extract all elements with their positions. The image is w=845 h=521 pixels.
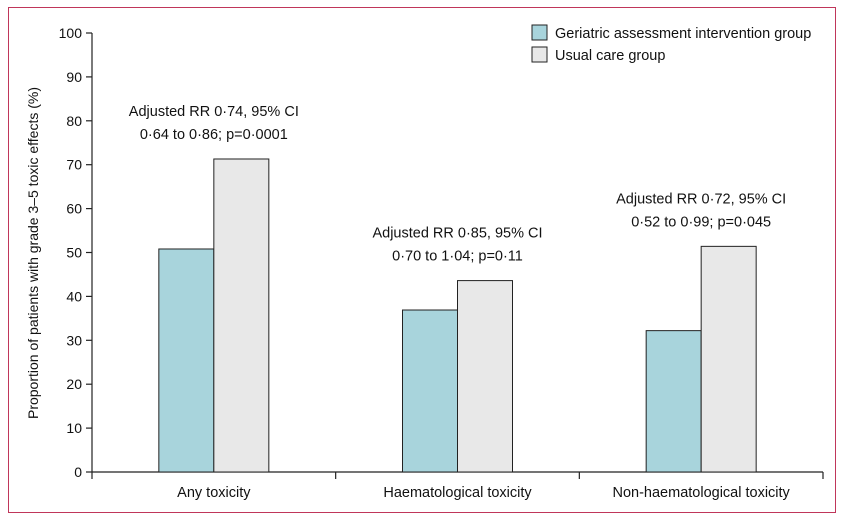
annotation-line1: Adjusted RR 0·72, 95% CI <box>616 191 786 207</box>
y-axis: 0 10 20 30 40 50 60 70 80 90 100 <box>59 25 93 480</box>
bars <box>158 158 757 473</box>
legend-label: Geriatric assessment intervention group <box>555 26 811 42</box>
annotations: Adjusted RR 0·74, 95% CI 0·64 to 0·86; p=… <box>129 104 786 265</box>
y-tick-label: 10 <box>66 420 82 436</box>
y-tick-label: 60 <box>66 201 82 217</box>
legend: Geriatric assessment intervention group U… <box>531 24 811 64</box>
chart-frame <box>8 7 836 513</box>
y-tick-label: 90 <box>66 69 82 85</box>
bar-usual-care <box>457 280 513 473</box>
y-tick-label: 50 <box>66 245 82 261</box>
x-axis: Any toxicity Haematological toxicity Non-h… <box>91 471 824 501</box>
y-tick-label: 20 <box>66 376 82 392</box>
annotation-line1: Adjusted RR 0·74, 95% CI <box>129 104 299 120</box>
legend-swatch <box>531 24 548 41</box>
y-tick-label: 0 <box>74 464 82 480</box>
legend-label: Usual care group <box>555 48 665 64</box>
bar-intervention <box>158 248 215 473</box>
y-tick-label: 70 <box>66 157 82 173</box>
category-label: Any toxicity <box>177 485 251 501</box>
bar-intervention <box>645 330 702 473</box>
bar-usual-care <box>700 245 757 473</box>
annotation-line2: 0·70 to 1·04; p=0·11 <box>392 249 523 265</box>
annotation-line1: Adjusted RR 0·85, 95% CI <box>372 226 542 242</box>
category-label: Haematological toxicity <box>383 485 532 501</box>
annotation-line2: 0·52 to 0·99; p=0·045 <box>631 214 771 230</box>
y-tick-label: 100 <box>59 25 83 41</box>
y-axis-title: Proportion of patients with grade 3–5 to… <box>25 87 41 419</box>
y-tick-label: 40 <box>66 288 82 304</box>
legend-swatch <box>531 46 548 63</box>
bar-intervention <box>402 309 458 473</box>
bar-usual-care <box>213 158 270 473</box>
y-tick-label: 80 <box>66 113 82 129</box>
annotation-line2: 0·64 to 0·86; p=0·0001 <box>140 127 288 143</box>
y-tick-label: 30 <box>66 332 82 348</box>
category-label: Non-haematological toxicity <box>613 485 791 501</box>
